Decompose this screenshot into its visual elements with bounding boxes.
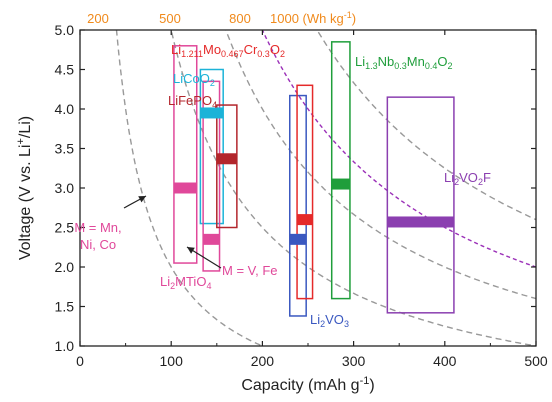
x-tick-label: 500 xyxy=(524,353,548,369)
x-tick-label: 300 xyxy=(342,353,366,369)
label-licoo2: LiCoO2 xyxy=(173,71,215,88)
axis-ticks: 0 100 200 300 400 500 1.0 1.5 2.0 2.5 3.0 3.5 4.0 4.5… xyxy=(55,22,548,369)
energy-label-1000: 1000 (Wh kg-1) xyxy=(270,10,356,26)
y-tick-label: 2.0 xyxy=(55,259,75,275)
energy-curves xyxy=(115,30,536,346)
x-tick-label: 200 xyxy=(251,353,275,369)
range-box-3 xyxy=(216,104,238,229)
avg-bar-0 xyxy=(173,182,197,194)
avg-bar-1 xyxy=(200,107,224,119)
y-tick-label: 1.5 xyxy=(55,299,75,315)
range-box-2 xyxy=(202,80,221,272)
label-m-v-fe: M = V, Fe xyxy=(222,263,278,278)
range-box-7 xyxy=(386,96,455,314)
material-labels: Li1.211Mo0.467Cr0.3O2 LiCoO2 LiFePO4 Li1.3N… xyxy=(74,42,491,329)
x-axis-label: Capacity (mAh g-1) xyxy=(241,375,374,394)
label-m-mn-ni-co: M = Mn, Ni, Co xyxy=(74,220,121,252)
arrow-v-head xyxy=(187,247,195,254)
avg-bar-5 xyxy=(297,214,313,226)
y-tick-label: 5.0 xyxy=(55,22,75,38)
energy-labels: 200 500 800 1000 (Wh kg-1) xyxy=(87,10,356,26)
y-tick-label: 1.0 xyxy=(55,338,75,354)
energy-curve-500 xyxy=(170,30,536,346)
avg-bar-3 xyxy=(216,153,237,165)
axis-labels: Capacity (mAh g-1) Voltage (V vs. Li+/Li) xyxy=(15,116,375,394)
label-li-mo-cr-o2: Li1.211Mo0.467Cr0.3O2 xyxy=(171,42,285,59)
x-tick-label: 100 xyxy=(160,353,184,369)
avg-bar-2 xyxy=(203,233,220,245)
x-tick-label: 400 xyxy=(433,353,457,369)
range-box-1 xyxy=(199,68,224,225)
energy-label-500: 500 xyxy=(159,11,181,26)
y-tick-label: 4.0 xyxy=(55,101,75,117)
range-box-4 xyxy=(289,94,307,317)
x-tick-label: 0 xyxy=(76,353,84,369)
arrow-mn-head xyxy=(138,196,146,203)
y-tick-label: 3.0 xyxy=(55,180,75,196)
y-tick-label: 2.5 xyxy=(55,220,75,236)
energy-curve-800 xyxy=(225,30,536,300)
label-li-nb-mn-o2: Li1.3Nb0.3Mn0.4O2 xyxy=(355,54,453,71)
label-li2mtio4: Li2MTiO4 xyxy=(160,274,211,291)
energy-curve-200 xyxy=(115,30,265,346)
energy-label-800: 800 xyxy=(229,11,251,26)
y-tick-label: 4.5 xyxy=(55,62,75,78)
energy-curve-1300 xyxy=(316,30,536,221)
y-axis-label: Voltage (V vs. Li+/Li) xyxy=(15,116,34,260)
avg-bar-7 xyxy=(387,216,454,228)
range-box-0 xyxy=(173,45,198,264)
avg-bar-4 xyxy=(289,233,307,245)
label-li2vo3: Li2VO3 xyxy=(310,312,349,329)
range-box-6 xyxy=(330,41,351,300)
average-markers xyxy=(173,107,454,245)
energy-curve-1000 xyxy=(261,30,536,268)
energy-label-200: 200 xyxy=(87,11,109,26)
y-tick-label: 3.5 xyxy=(55,141,75,157)
material-boxes xyxy=(173,41,455,317)
range-box-5 xyxy=(296,84,314,300)
label-li2vo2f: Li2VO2F xyxy=(444,170,491,187)
label-lifepo4: LiFePO4 xyxy=(168,93,217,110)
avg-bar-6 xyxy=(331,178,350,190)
